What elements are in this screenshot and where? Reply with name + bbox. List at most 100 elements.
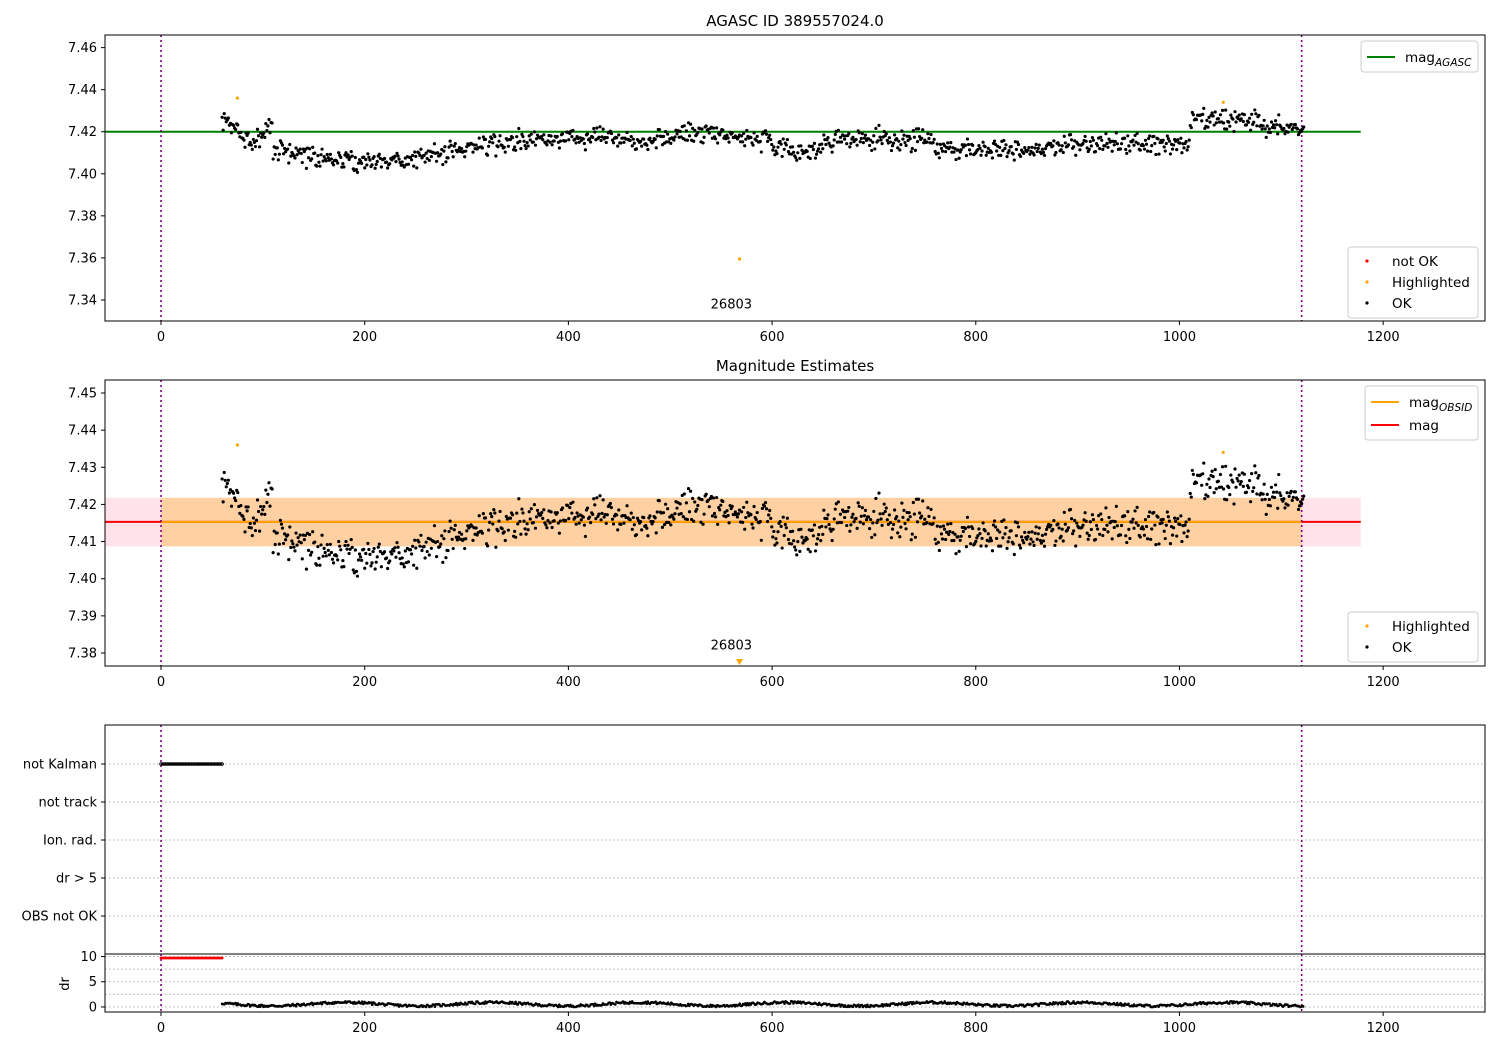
ok-point <box>964 154 969 158</box>
x-tick-label: 800 <box>963 675 988 690</box>
ok-point <box>1114 504 1118 509</box>
ok-point <box>370 561 374 565</box>
ok-point <box>654 146 658 150</box>
ok-point <box>615 513 619 517</box>
ok-point <box>347 551 351 556</box>
ok-point <box>669 523 673 527</box>
ok-point <box>843 515 847 520</box>
ok-point <box>239 504 243 508</box>
legend-point-label: Highlighted <box>1392 619 1470 635</box>
ok-point <box>350 545 354 549</box>
ok-point <box>1052 518 1056 523</box>
ok-point <box>774 149 778 153</box>
ok-point <box>1182 146 1186 150</box>
flag-point <box>171 762 175 766</box>
flag-point <box>209 762 214 766</box>
ok-point <box>304 166 309 170</box>
ok-point <box>874 496 878 501</box>
ok-point <box>379 165 383 169</box>
ok-point <box>847 505 851 510</box>
legend-box <box>1347 246 1479 319</box>
ok-point <box>860 131 864 136</box>
ok-point <box>1069 138 1074 142</box>
ok-point <box>651 520 655 524</box>
x-tick-label: 800 <box>963 330 988 345</box>
ok-point <box>277 542 281 546</box>
ok-point <box>1206 494 1210 498</box>
dr-point <box>1227 1002 1231 1005</box>
ok-point <box>1213 467 1217 472</box>
ok-point <box>267 117 271 122</box>
ok-point <box>1095 527 1100 531</box>
ok-point <box>1083 134 1087 139</box>
ok-point <box>941 524 946 528</box>
ok-point <box>1100 138 1104 142</box>
ok-point <box>570 511 574 515</box>
ok-point <box>935 524 939 528</box>
ok-point <box>1135 505 1139 509</box>
ok-point <box>592 497 596 501</box>
ok-point <box>1187 138 1191 142</box>
ok-point <box>373 166 377 170</box>
flag-point <box>163 762 168 766</box>
ok-point <box>1069 517 1074 521</box>
ok-point <box>1275 490 1279 494</box>
ok-point <box>909 538 913 542</box>
ok-point <box>281 152 286 156</box>
ok-point <box>280 526 285 530</box>
ok-point <box>236 490 240 495</box>
dr-point <box>369 1001 373 1004</box>
ok-point <box>397 157 401 161</box>
dr-point <box>361 1002 365 1006</box>
ok-point <box>908 515 912 519</box>
x-tick-label: 600 <box>760 1021 785 1036</box>
ok-point <box>533 526 538 530</box>
ok-point <box>362 155 366 159</box>
ok-point <box>966 142 971 147</box>
ok-point <box>858 520 862 524</box>
ok-point <box>794 155 798 160</box>
ok-point <box>1037 526 1041 530</box>
ok-point <box>927 136 931 141</box>
ok-point <box>901 137 905 141</box>
ok-point <box>224 485 228 489</box>
ok-point <box>1088 520 1092 524</box>
ok-point <box>1089 144 1093 148</box>
ok-point <box>490 515 494 519</box>
ok-point <box>1175 148 1179 152</box>
ok-point <box>252 521 256 525</box>
legend-marker <box>1365 259 1369 263</box>
flag-point <box>203 762 208 766</box>
ok-point <box>1221 487 1226 491</box>
ok-point <box>243 530 247 534</box>
ok-point <box>370 163 374 167</box>
ok-point <box>813 156 818 160</box>
ok-point <box>1093 537 1098 542</box>
ok-point <box>845 523 849 528</box>
ok-point <box>983 145 987 149</box>
flag-category-label: not track <box>38 796 97 811</box>
ok-point <box>599 518 603 522</box>
ok-point <box>878 135 882 139</box>
flag-point <box>192 762 197 766</box>
ok-point <box>812 523 817 527</box>
ok-point <box>414 154 418 158</box>
legend-marker <box>1365 301 1369 305</box>
ok-point <box>1078 148 1082 152</box>
ok-point <box>1126 134 1130 138</box>
ok-point <box>931 521 935 526</box>
ok-point <box>836 128 840 132</box>
ok-point <box>1254 471 1258 475</box>
ok-point <box>238 511 242 515</box>
ok-point <box>750 522 754 526</box>
ok-point <box>1027 145 1031 150</box>
ok-point <box>582 523 586 527</box>
ok-point <box>675 132 679 136</box>
ok-point <box>767 136 771 140</box>
flag-point <box>182 762 186 766</box>
ok-point <box>692 519 696 523</box>
y-tick-label: 0 <box>89 1000 97 1015</box>
ok-point <box>1212 491 1216 495</box>
dr-axis-label: dr <box>58 977 73 991</box>
